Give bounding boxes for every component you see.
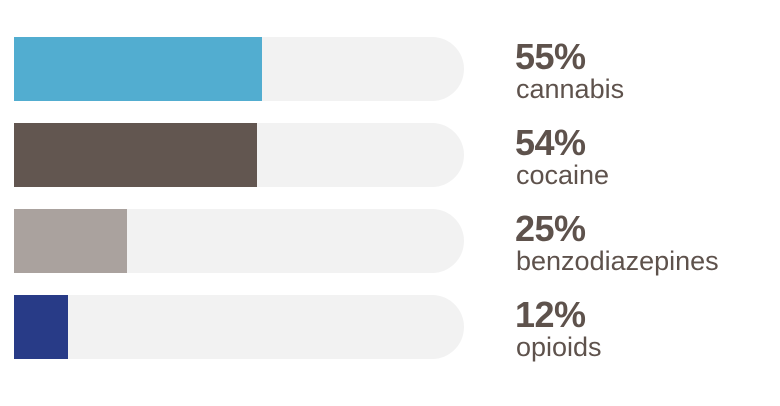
data-label: 55% — [515, 36, 586, 77]
category-label: opioids — [516, 332, 602, 362]
bar-row-opioids: 12% opioids — [0, 294, 780, 362]
bar-cannabis — [14, 37, 262, 101]
category-label: benzodiazepines — [516, 246, 719, 276]
category-label: cocaine — [516, 160, 610, 190]
bar-cocaine — [14, 123, 257, 187]
data-label: 25% — [515, 208, 586, 249]
bar-opioids — [14, 295, 68, 359]
bar-row-cannabis: 55% cannabis — [0, 36, 780, 104]
category-label: cannabis — [516, 74, 625, 104]
bar-benzodiazepines — [14, 209, 127, 273]
bar-track — [14, 295, 464, 359]
data-label: 12% — [515, 294, 586, 335]
data-label: 54% — [515, 122, 586, 163]
bar-row-benzodiazepines: 25% benzodiazepines — [0, 208, 780, 276]
bar-row-cocaine: 54% cocaine — [0, 122, 780, 190]
